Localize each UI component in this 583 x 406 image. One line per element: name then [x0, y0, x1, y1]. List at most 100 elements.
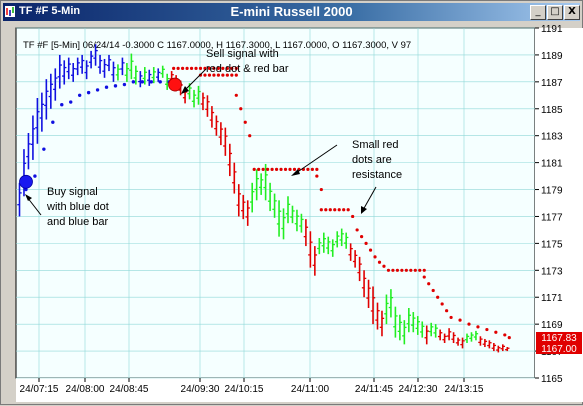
resistance-annotation-line-3: resistance [352, 169, 402, 181]
red-dot [266, 167, 270, 171]
price-bar [124, 63, 130, 82]
price-bar [53, 68, 58, 101]
buy-signal-dot [19, 174, 33, 189]
red-dot [360, 235, 364, 239]
price-bar [205, 95, 210, 117]
price-bar [115, 64, 121, 81]
price-bar [111, 61, 116, 82]
red-dot [257, 167, 261, 171]
price-bar [357, 256, 362, 282]
buy-annotation-line-2: with blue dot [46, 201, 109, 213]
blue-dot [158, 80, 162, 84]
last-price-box [536, 332, 582, 343]
plot-area [15, 27, 536, 379]
price-bar [57, 54, 62, 89]
info-line: TF #F [5-Min] 06/24/14 -0.3000 C 1167.00… [23, 40, 411, 51]
red-dot [476, 325, 480, 329]
price-bar [223, 127, 228, 156]
red-dot [203, 73, 207, 77]
resistance-arrow-1 [295, 144, 338, 174]
y-tick-label: 1191 [541, 24, 563, 35]
price-bar [460, 337, 465, 349]
y-axis-panel [535, 28, 583, 378]
price-bar [250, 182, 255, 213]
red-dot [422, 268, 426, 272]
price-bar [214, 115, 219, 136]
price-bar [388, 289, 394, 318]
price-bar [44, 79, 49, 120]
red-dot [261, 167, 265, 171]
x-tick-label: 24/07:15 [20, 384, 59, 395]
price-bar [455, 337, 461, 346]
y-tick-label: 1171 [541, 293, 563, 304]
red-dot [319, 208, 323, 212]
red-dot [503, 333, 507, 337]
red-dot [239, 107, 243, 111]
title-bar[interactable]: TF #F 5-Min E-mini Russell 2000 _ □ X [3, 3, 580, 21]
price-bar [102, 58, 107, 78]
price-bar [437, 329, 443, 341]
red-dot [216, 73, 220, 77]
red-dot [288, 167, 292, 171]
red-dot [485, 327, 489, 332]
maximize-button[interactable]: □ [547, 5, 563, 20]
red-dot [221, 66, 225, 70]
red-dot [189, 66, 194, 70]
resistance-arrow-1-head [291, 169, 300, 176]
buy-arrow-head [25, 194, 32, 201]
price-bar [71, 63, 76, 82]
window-title: E-mini Russell 2000 [230, 4, 353, 19]
red-dot [368, 248, 373, 252]
price-bar [303, 219, 309, 247]
price-bar [500, 344, 505, 352]
price-bar [478, 336, 483, 346]
last-price-label: 1167.83 [541, 333, 577, 344]
y-tick-label: 1179 [541, 186, 563, 197]
price-bar [370, 286, 376, 325]
x-tick-label: 24/11:45 [355, 384, 394, 395]
price-bar [433, 324, 438, 338]
y-tick-label: 1187 [541, 78, 563, 89]
price-bar [267, 182, 273, 212]
blue-dot [140, 80, 145, 84]
red-dot [225, 73, 229, 77]
resistance-annotation: Small red dots are resistance [291, 139, 402, 214]
price-bar [317, 238, 322, 255]
price-bar [406, 308, 412, 333]
price-bar [200, 92, 206, 111]
red-dot [400, 268, 404, 272]
blue-dot [77, 93, 82, 98]
red-dot [212, 73, 216, 77]
price-bar [321, 232, 326, 253]
price-bar [424, 325, 429, 345]
price-bar [366, 279, 371, 308]
red-dot [292, 167, 297, 171]
red-dot [221, 73, 225, 77]
x-tick-label: 24/11:00 [291, 384, 330, 395]
red-dot [395, 268, 399, 272]
red-dot [172, 66, 176, 70]
red-dot [494, 330, 498, 334]
price-bar [469, 332, 474, 342]
x-tick-label: 24/08:45 [110, 384, 149, 395]
minimize-button[interactable]: _ [530, 5, 546, 20]
red-dot [283, 167, 288, 171]
red-dot [440, 302, 444, 306]
price-bar [429, 322, 434, 337]
price-bar [35, 98, 40, 144]
price-bar [227, 143, 233, 177]
red-dot [445, 309, 449, 313]
price-bar [75, 57, 80, 76]
blue-dot [24, 187, 28, 192]
price-bar [393, 306, 398, 338]
price-bar [232, 162, 237, 194]
red-dot [382, 264, 386, 268]
red-dot [207, 66, 212, 70]
close-button[interactable]: X [564, 5, 580, 20]
red-dot [212, 66, 216, 70]
price-bar [487, 340, 492, 349]
red-dot [319, 187, 323, 192]
red-dot [270, 167, 274, 171]
blue-dot [95, 88, 100, 92]
